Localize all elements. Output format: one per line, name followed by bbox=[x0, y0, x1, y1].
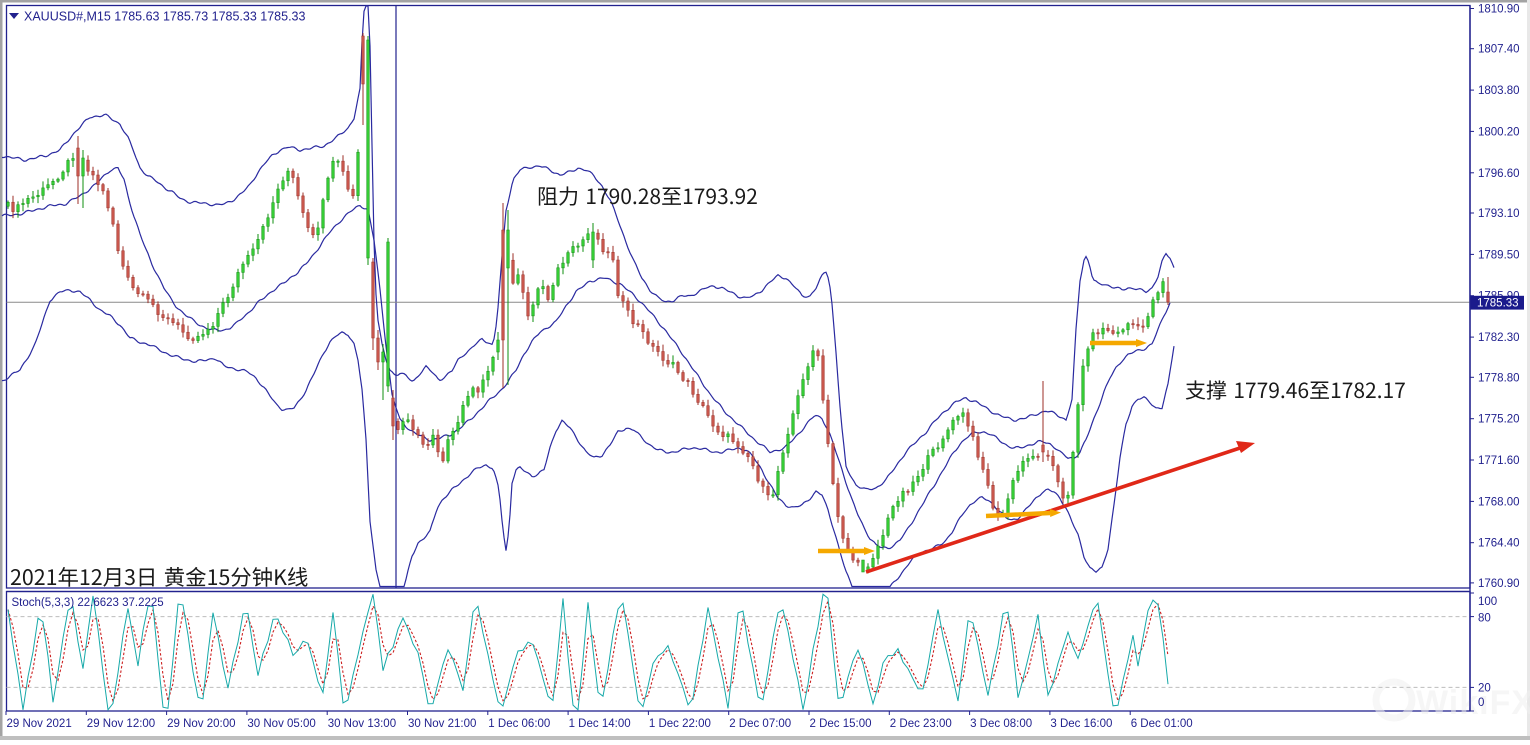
svg-text:1793.10: 1793.10 bbox=[1478, 208, 1520, 220]
svg-text:1775.20: 1775.20 bbox=[1478, 414, 1520, 426]
svg-text:1768.00: 1768.00 bbox=[1478, 496, 1520, 508]
svg-text:1 Dec 22:00: 1 Dec 22:00 bbox=[649, 718, 711, 730]
svg-text:Stoch(5,3,3) 22.6623 37.2225: Stoch(5,3,3) 22.6623 37.2225 bbox=[12, 597, 164, 609]
svg-text:1764.40: 1764.40 bbox=[1478, 538, 1520, 550]
svg-text:1789.50: 1789.50 bbox=[1478, 249, 1520, 261]
svg-text:1800.20: 1800.20 bbox=[1478, 126, 1520, 138]
svg-text:3 Dec 08:00: 3 Dec 08:00 bbox=[970, 718, 1032, 730]
svg-text:1796.60: 1796.60 bbox=[1478, 168, 1520, 180]
svg-text:2 Dec 23:00: 2 Dec 23:00 bbox=[890, 718, 952, 730]
svg-text:1807.40: 1807.40 bbox=[1478, 44, 1520, 56]
svg-text:30 Nov 13:00: 30 Nov 13:00 bbox=[328, 718, 396, 730]
svg-text:30 Nov 05:00: 30 Nov 05:00 bbox=[247, 718, 315, 730]
svg-text:1803.80: 1803.80 bbox=[1478, 85, 1520, 97]
svg-text:3 Dec 16:00: 3 Dec 16:00 bbox=[1050, 718, 1112, 730]
svg-text:20: 20 bbox=[1478, 683, 1491, 695]
svg-text:XAUUSD#,M15 1785.63 1785.73 1: XAUUSD#,M15 1785.63 1785.73 1785.33 1785… bbox=[24, 10, 306, 24]
svg-text:1782.30: 1782.30 bbox=[1478, 332, 1520, 344]
svg-text:1760.90: 1760.90 bbox=[1478, 578, 1520, 590]
svg-text:29 Nov 2021: 29 Nov 2021 bbox=[7, 718, 72, 730]
svg-text:WikiFX: WikiFX bbox=[1416, 684, 1530, 722]
svg-text:2 Dec 15:00: 2 Dec 15:00 bbox=[810, 718, 872, 730]
svg-text:30 Nov 21:00: 30 Nov 21:00 bbox=[408, 718, 476, 730]
svg-text:100: 100 bbox=[1478, 596, 1497, 608]
svg-text:29 Nov 12:00: 29 Nov 12:00 bbox=[87, 718, 155, 730]
svg-text:1778.80: 1778.80 bbox=[1478, 372, 1520, 384]
svg-text:1771.60: 1771.60 bbox=[1478, 455, 1520, 467]
svg-text:80: 80 bbox=[1478, 613, 1491, 625]
svg-text:2 Dec 07:00: 2 Dec 07:00 bbox=[729, 718, 791, 730]
svg-text:0: 0 bbox=[1478, 697, 1484, 709]
svg-text:1 Dec 06:00: 1 Dec 06:00 bbox=[488, 718, 550, 730]
svg-text:6 Dec 01:00: 6 Dec 01:00 bbox=[1131, 718, 1193, 730]
svg-text:1 Dec 14:00: 1 Dec 14:00 bbox=[569, 718, 631, 730]
svg-text:1810.90: 1810.90 bbox=[1478, 4, 1520, 16]
svg-text:29 Nov 20:00: 29 Nov 20:00 bbox=[167, 718, 235, 730]
svg-text:1785.33: 1785.33 bbox=[1477, 298, 1519, 310]
